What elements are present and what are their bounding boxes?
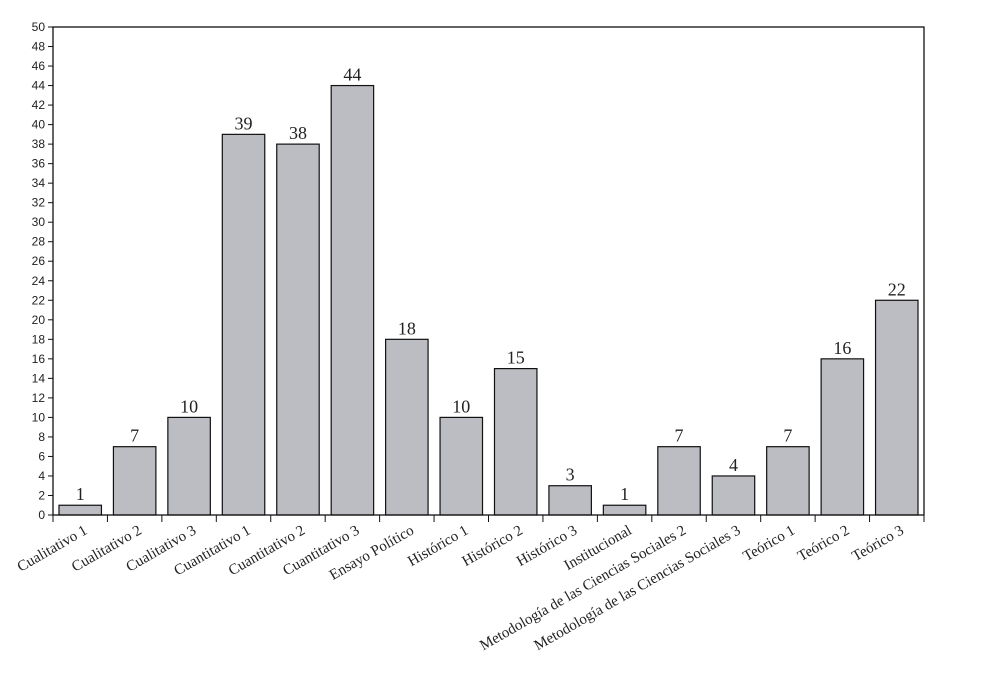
y-tick-label: 44	[32, 79, 46, 93]
y-tick-label: 28	[32, 235, 46, 249]
x-tick-label: Teórico 1	[741, 523, 798, 565]
bar	[330, 84, 375, 516]
bar	[439, 416, 484, 516]
data-labels: 1 7 10 39 38 44 18 10 15 3 1 7 4 7 16 22	[76, 65, 906, 505]
x-tick-label: Histórico 2	[460, 523, 526, 570]
y-tick-label: 50	[32, 20, 46, 34]
data-label: 44	[343, 65, 361, 85]
data-label: 7	[783, 426, 792, 446]
bar	[602, 504, 647, 516]
data-label: 16	[833, 338, 851, 358]
plot-frame	[52, 26, 925, 516]
y-tick-label: 14	[32, 371, 46, 385]
data-label: 7	[130, 426, 139, 446]
bar	[711, 475, 756, 516]
data-label: 18	[398, 318, 416, 338]
y-axis: 0246810121416182022242628303234363840424…	[32, 20, 53, 522]
bar	[167, 416, 211, 516]
data-label: 1	[76, 484, 85, 504]
x-tick-label: Histórico 1	[405, 523, 471, 570]
y-tick-label: 16	[32, 352, 46, 366]
data-label: 10	[452, 396, 470, 416]
bar	[766, 446, 810, 516]
bars	[58, 84, 919, 516]
y-tick-label: 46	[32, 59, 46, 73]
y-tick-label: 12	[32, 391, 46, 405]
bar	[276, 143, 320, 516]
bar	[385, 338, 429, 516]
y-tick-label: 42	[32, 98, 46, 112]
y-tick-label: 6	[38, 449, 45, 463]
data-label: 1	[620, 484, 629, 504]
bar	[112, 446, 157, 516]
data-label: 38	[289, 123, 307, 143]
y-tick-label: 32	[32, 196, 46, 210]
bar	[874, 299, 919, 516]
y-tick-label: 10	[32, 410, 46, 424]
data-label: 3	[566, 465, 575, 485]
data-label: 15	[507, 348, 525, 368]
y-tick-label: 38	[32, 137, 46, 151]
y-tick-label: 36	[32, 157, 46, 171]
bar	[657, 446, 701, 516]
y-tick-label: 18	[32, 332, 46, 346]
y-tick-label: 24	[32, 274, 46, 288]
bar	[221, 133, 266, 516]
y-tick-label: 8	[38, 430, 45, 444]
data-label: 7	[675, 426, 684, 446]
bar	[58, 504, 103, 516]
y-tick-label: 40	[32, 118, 46, 132]
y-tick-label: 30	[32, 215, 46, 229]
bar	[820, 358, 865, 516]
data-label: 4	[729, 455, 738, 475]
y-tick-label: 0	[38, 508, 45, 522]
data-label: 10	[180, 396, 198, 416]
y-tick-label: 4	[38, 469, 45, 483]
y-tick-label: 22	[32, 293, 46, 307]
y-tick-label: 20	[32, 313, 46, 327]
y-tick-label: 2	[38, 488, 45, 502]
x-tick-label: Teórico 3	[850, 523, 907, 565]
x-tick-label: Teórico 2	[795, 523, 852, 565]
y-tick-label: 26	[32, 254, 46, 268]
bar	[493, 368, 538, 516]
bar	[548, 485, 592, 516]
y-tick-label: 48	[32, 40, 46, 54]
data-label: 22	[888, 279, 906, 299]
y-tick-label: 34	[32, 176, 46, 190]
data-label: 39	[235, 113, 253, 133]
